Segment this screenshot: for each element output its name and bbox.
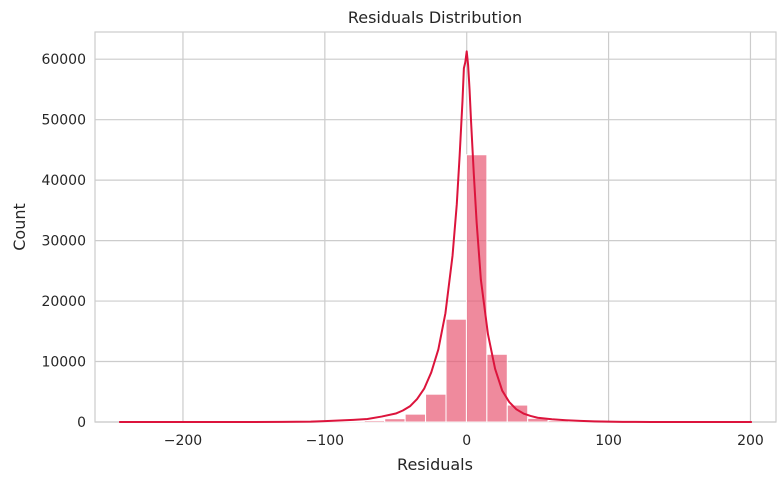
x-axis-label: Residuals	[397, 455, 473, 474]
plot-area	[94, 31, 777, 423]
y-tick-label-0: 0	[77, 415, 86, 431]
histogram-bar-18	[486, 353, 508, 423]
kde-curve	[119, 50, 752, 423]
y-tick-label-2: 20000	[41, 294, 86, 310]
histogram-bar-19	[506, 404, 529, 423]
histogram-bars	[302, 154, 651, 423]
histogram-bar-12	[363, 419, 386, 423]
kde-curve-layer	[119, 50, 752, 423]
histogram-bar-16	[445, 318, 467, 423]
y-tick-label-4: 40000	[41, 173, 86, 189]
y-axis-ticks: 0 10000 20000 30000 40000 50000 60000	[41, 52, 86, 431]
y-axis-label: Count	[10, 203, 29, 251]
plot-background	[94, 31, 777, 423]
x-axis-ticks: −200 −100 0 100 200	[164, 433, 764, 449]
histogram-bar-13	[384, 418, 406, 423]
y-tick-label-5: 50000	[41, 113, 86, 129]
y-tick-label-1: 10000	[41, 355, 86, 371]
x-tick-label-1: −100	[306, 433, 344, 449]
x-tick-label-3: 100	[595, 433, 622, 449]
histogram-bar-15	[425, 393, 447, 423]
chart-title: Residuals Distribution	[348, 8, 522, 27]
histogram-bar-14	[404, 413, 427, 423]
y-tick-label-6: 60000	[41, 52, 86, 68]
x-tick-label-4: 200	[737, 433, 764, 449]
x-tick-label-0: −200	[164, 433, 202, 449]
histogram-bar-11	[343, 420, 365, 423]
x-tick-label-2: 0	[462, 433, 471, 449]
y-tick-label-3: 30000	[41, 234, 86, 250]
histogram-bar-17	[465, 154, 488, 423]
